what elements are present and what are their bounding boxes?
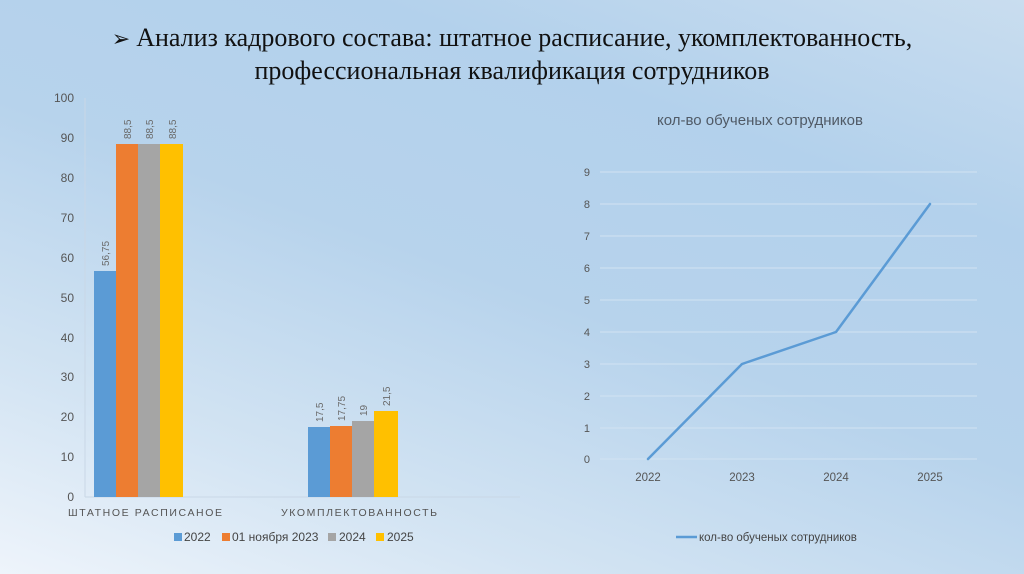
legend-swatch-2024 [328,533,336,541]
bar-data-label: 56,75 [101,241,112,266]
bar-data-label: 19 [359,404,370,416]
bar-2022[interactable] [308,427,330,497]
bar-2024[interactable] [352,421,374,497]
bar-ytick: 80 [61,171,75,185]
line-series-trained-staff[interactable] [646,202,932,461]
legend-item-trained-staff[interactable]: кол-во обученых сотрудников [699,532,857,544]
bar-2025[interactable] [374,411,398,497]
bar-data-label: 17,75 [337,396,348,421]
line-ytick: 0 [584,454,590,466]
legend-swatch-nov-2023 [222,533,230,541]
line-ytick: 4 [584,327,590,339]
bar-data-label: 88,5 [145,119,156,139]
bar-2024[interactable] [138,144,160,497]
legend-swatch-2022 [174,533,182,541]
line-ytick: 3 [584,359,590,371]
bar-ytick: 40 [61,331,75,345]
line-y-axis: 0 1 2 3 4 5 6 7 8 9 [584,167,590,466]
bar-ytick: 20 [61,410,75,424]
slide-title: ➢ Анализ кадрового состава: штатное распи… [0,22,1024,87]
title-line-1: Анализ кадрового состава: штатное распис… [136,23,913,52]
bar-data-label: 21,5 [382,386,393,406]
line-ytick: 2 [584,391,590,403]
bar-2025[interactable] [160,144,183,497]
line-chart: кол-во обученых сотрудников 0 1 2 3 4 5 … [584,112,977,544]
line-ytick: 9 [584,167,590,179]
line-ytick: 1 [584,423,590,435]
bar-nov-2023[interactable] [330,426,352,497]
legend-item-2025[interactable]: 2025 [387,530,414,544]
bar-y-axis: 0 10 20 30 40 50 60 70 80 90 100 [54,91,520,504]
line-legend: кол-во обученых сотрудников [676,532,857,544]
bar-category-label: ШТАТНОЕ РАСПИСАНОЕ [68,507,224,519]
line-xtick: 2025 [917,472,943,484]
bar-legend: 2022 01 ноября 2023 2024 2025 [174,530,414,544]
bar-ytick: 70 [61,211,75,225]
bar-ytick: 100 [54,91,74,105]
bar-ytick: 60 [61,251,75,265]
line-chart-title: кол-во обученых сотрудников [657,112,863,129]
bar-ytick: 50 [61,291,75,305]
line-ytick: 8 [584,199,590,211]
legend-item-2024[interactable]: 2024 [339,530,366,544]
legend-item-2022[interactable]: 2022 [184,530,211,544]
bar-data-label: 88,5 [168,119,179,139]
bar-data-label: 88,5 [123,119,134,139]
line-ytick: 5 [584,295,590,307]
bar-group-shtatnoe: 56,75 88,5 88,5 88,5 [94,119,183,497]
arrow-bullet-icon: ➢ [111,26,131,51]
bar-ytick: 90 [61,131,75,145]
bar-ytick: 10 [61,450,75,464]
line-xtick: 2022 [635,472,661,484]
line-ytick: 7 [584,231,590,243]
line-gridlines [600,171,977,460]
bar-data-label: 17,5 [315,402,326,422]
bar-category-label: УКОМПЛЕКТОВАННОСТЬ [281,507,439,519]
line-x-axis: 2022 2023 2024 2025 [635,472,943,484]
legend-item-nov-2023[interactable]: 01 ноября 2023 [232,530,319,544]
line-xtick: 2023 [729,472,755,484]
bar-chart: 0 10 20 30 40 50 60 70 80 90 100 56,75 8… [54,91,520,544]
line-ytick: 6 [584,263,590,275]
legend-swatch-2025 [376,533,384,541]
bar-ytick: 0 [67,490,74,504]
bar-nov-2023[interactable] [116,144,138,497]
bar-group-ukomplektovannost: 17,5 17,75 19 21,5 [308,386,398,497]
line-xtick: 2024 [823,472,849,484]
bar-2022[interactable] [94,271,116,497]
title-line-2: профессиональная квалификация сотруднико… [254,56,770,85]
bar-ytick: 30 [61,370,75,384]
